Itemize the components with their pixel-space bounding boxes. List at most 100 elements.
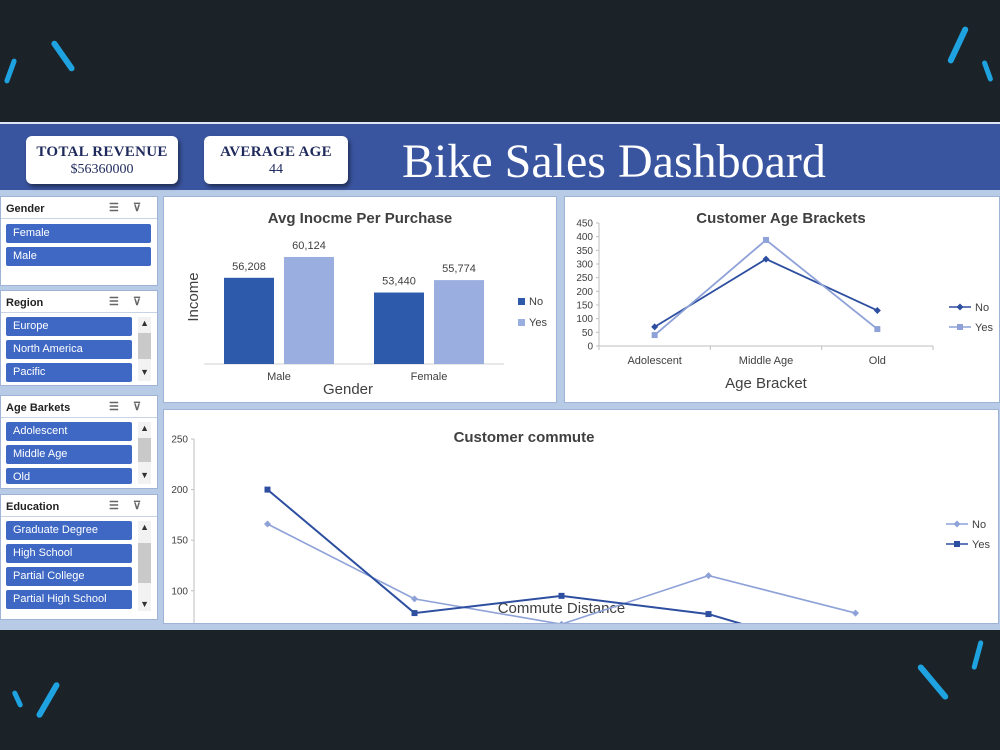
y-tick-label: 300 bbox=[576, 260, 593, 271]
data-point bbox=[558, 592, 565, 599]
data-point bbox=[852, 609, 859, 617]
clear-filter-icon[interactable]: ⊽ bbox=[133, 500, 142, 512]
y-tick-label: 200 bbox=[576, 287, 593, 298]
data-point bbox=[264, 486, 271, 493]
slicer-item-female[interactable]: Female bbox=[6, 224, 151, 243]
scrollbar-thumb[interactable] bbox=[138, 333, 151, 359]
multi-select-icon[interactable]: ☰ bbox=[109, 296, 119, 308]
slicer-item-adolescent[interactable]: Adolescent bbox=[6, 422, 132, 441]
data-point bbox=[705, 611, 712, 618]
slicer-item-partial-high-school[interactable]: Partial High School bbox=[6, 590, 132, 609]
y-axis-title: Income bbox=[185, 272, 202, 321]
slicer-scrollbar[interactable] bbox=[138, 422, 151, 484]
slicer-title: Age Barkets bbox=[6, 402, 71, 414]
slicer-gender: Gender ☰ ⊽ Female Male bbox=[0, 196, 158, 286]
bar bbox=[434, 280, 484, 364]
data-point bbox=[874, 326, 881, 333]
slicer-item-partial-college[interactable]: Partial College bbox=[6, 567, 132, 586]
age-chart-panel: Customer Age Brackets 0 50 100 150 200 250 300 3… bbox=[564, 196, 1000, 403]
clear-filter-icon[interactable]: ⊽ bbox=[133, 401, 142, 413]
decor-stroke bbox=[35, 681, 61, 719]
header-banner: TOTAL REVENUE $56360000 AVERAGE AGE 44 B… bbox=[0, 122, 1000, 190]
x-tick-label: Old bbox=[869, 355, 886, 367]
series-line bbox=[654, 258, 878, 328]
scroll-up-icon[interactable]: ▲ bbox=[140, 423, 149, 433]
legend-marker bbox=[954, 541, 960, 547]
chart-title: Customer commute bbox=[454, 429, 595, 446]
bar bbox=[284, 256, 334, 364]
slicer-scrollbar[interactable] bbox=[138, 317, 151, 381]
y-tick-label: 400 bbox=[576, 232, 593, 243]
slicer-education: Education ☰ ⊽ Graduate Degree High Schoo… bbox=[0, 494, 158, 620]
data-point bbox=[705, 572, 712, 580]
age-line-chart: Customer Age Brackets 0 50 100 150 200 250 300 3… bbox=[576, 210, 993, 392]
data-label: 55,774 bbox=[442, 263, 476, 275]
y-tick-label: 200 bbox=[171, 485, 188, 496]
data-point bbox=[763, 236, 769, 243]
x-axis-title: Age Bracket bbox=[725, 375, 808, 392]
slicer-age: Age Barkets ☰ ⊽ Adolescent Middle Age Ol… bbox=[0, 395, 158, 489]
y-tick-label: 50 bbox=[582, 328, 594, 339]
decor-stroke bbox=[916, 663, 950, 701]
data-point bbox=[651, 332, 658, 339]
dashboard-title: Bike Sales Dashboard bbox=[402, 135, 826, 188]
legend-label: Yes bbox=[972, 539, 990, 551]
scroll-down-icon[interactable]: ▼ bbox=[140, 599, 149, 609]
slicer-item-graduate-degree[interactable]: Graduate Degree bbox=[6, 521, 132, 540]
scroll-up-icon[interactable]: ▲ bbox=[140, 318, 149, 328]
income-bar-chart: Avg Inocme Per Purchase Male 56,208 60,124 F… bbox=[185, 210, 547, 398]
dashboard: TOTAL REVENUE $56360000 AVERAGE AGE 44 B… bbox=[0, 122, 1000, 713]
commute-chart-panel: Customer commute0501001502002500-1 Miles… bbox=[163, 409, 999, 713]
legend-label: Yes bbox=[975, 322, 993, 334]
scrollbar-thumb[interactable] bbox=[138, 543, 151, 583]
multi-select-icon[interactable]: ☰ bbox=[109, 401, 119, 413]
y-tick-label: 250 bbox=[171, 435, 188, 446]
legend-label: No bbox=[972, 519, 986, 531]
data-label: 60,124 bbox=[292, 240, 326, 252]
clear-filter-icon[interactable]: ⊽ bbox=[133, 202, 142, 214]
decor-stroke bbox=[981, 59, 994, 83]
slicer-item-middle-age[interactable]: Middle Age bbox=[6, 445, 132, 464]
data-label: 53,440 bbox=[382, 276, 416, 288]
slicer-scrollbar[interactable] bbox=[138, 521, 151, 611]
x-tick-label: Female bbox=[411, 371, 448, 383]
bar bbox=[374, 292, 424, 364]
data-point bbox=[762, 255, 770, 263]
kpi-value: 44 bbox=[269, 162, 283, 177]
x-axis-title: Commute Distance bbox=[498, 600, 626, 617]
slicer-item-high-school[interactable]: High School bbox=[6, 544, 132, 563]
slicer-item-pacific[interactable]: Pacific bbox=[6, 363, 132, 382]
multi-select-icon[interactable]: ☰ bbox=[109, 202, 119, 214]
data-point bbox=[651, 323, 659, 331]
x-tick-label: Adolescent bbox=[627, 355, 681, 367]
slicer-item-europe[interactable]: Europe bbox=[6, 317, 132, 336]
slicer-item-old[interactable]: Old bbox=[6, 468, 132, 484]
kpi-total-revenue: TOTAL REVENUE $56360000 bbox=[26, 136, 178, 184]
slicer-header: Gender ☰ ⊽ bbox=[1, 197, 157, 219]
x-axis-title: Gender bbox=[323, 381, 373, 398]
decor-stroke bbox=[50, 39, 76, 73]
scroll-down-icon[interactable]: ▼ bbox=[140, 470, 149, 480]
bar bbox=[224, 277, 274, 364]
clear-filter-icon[interactable]: ⊽ bbox=[133, 296, 142, 308]
series-line bbox=[654, 238, 878, 336]
y-tick-label: 150 bbox=[576, 301, 593, 312]
slicer-item-male[interactable]: Male bbox=[6, 247, 151, 266]
multi-select-icon[interactable]: ☰ bbox=[109, 500, 119, 512]
slicer-item-north-america[interactable]: North America bbox=[6, 340, 132, 359]
scroll-up-icon[interactable]: ▲ bbox=[140, 522, 149, 532]
y-tick-label: 450 bbox=[576, 219, 593, 230]
slicer-region: Region ☰ ⊽ Europe North America Pacific … bbox=[0, 290, 158, 386]
y-tick-label: 250 bbox=[576, 273, 593, 284]
legend-label: Yes bbox=[529, 317, 547, 329]
legend-marker bbox=[518, 298, 525, 305]
kpi-label: AVERAGE AGE bbox=[220, 144, 332, 160]
legend-marker bbox=[518, 319, 525, 326]
commute-line-chart: Customer commute0501001502002500-1 Miles… bbox=[171, 429, 990, 713]
data-label: 56,208 bbox=[232, 261, 266, 273]
slicer-header: Education ☰ ⊽ bbox=[1, 495, 157, 517]
slicer-header: Region ☰ ⊽ bbox=[1, 291, 157, 313]
scroll-down-icon[interactable]: ▼ bbox=[140, 367, 149, 377]
income-chart-panel: Avg Inocme Per Purchase Male 56,208 60,124 F… bbox=[163, 196, 557, 403]
scrollbar-thumb[interactable] bbox=[138, 438, 151, 462]
